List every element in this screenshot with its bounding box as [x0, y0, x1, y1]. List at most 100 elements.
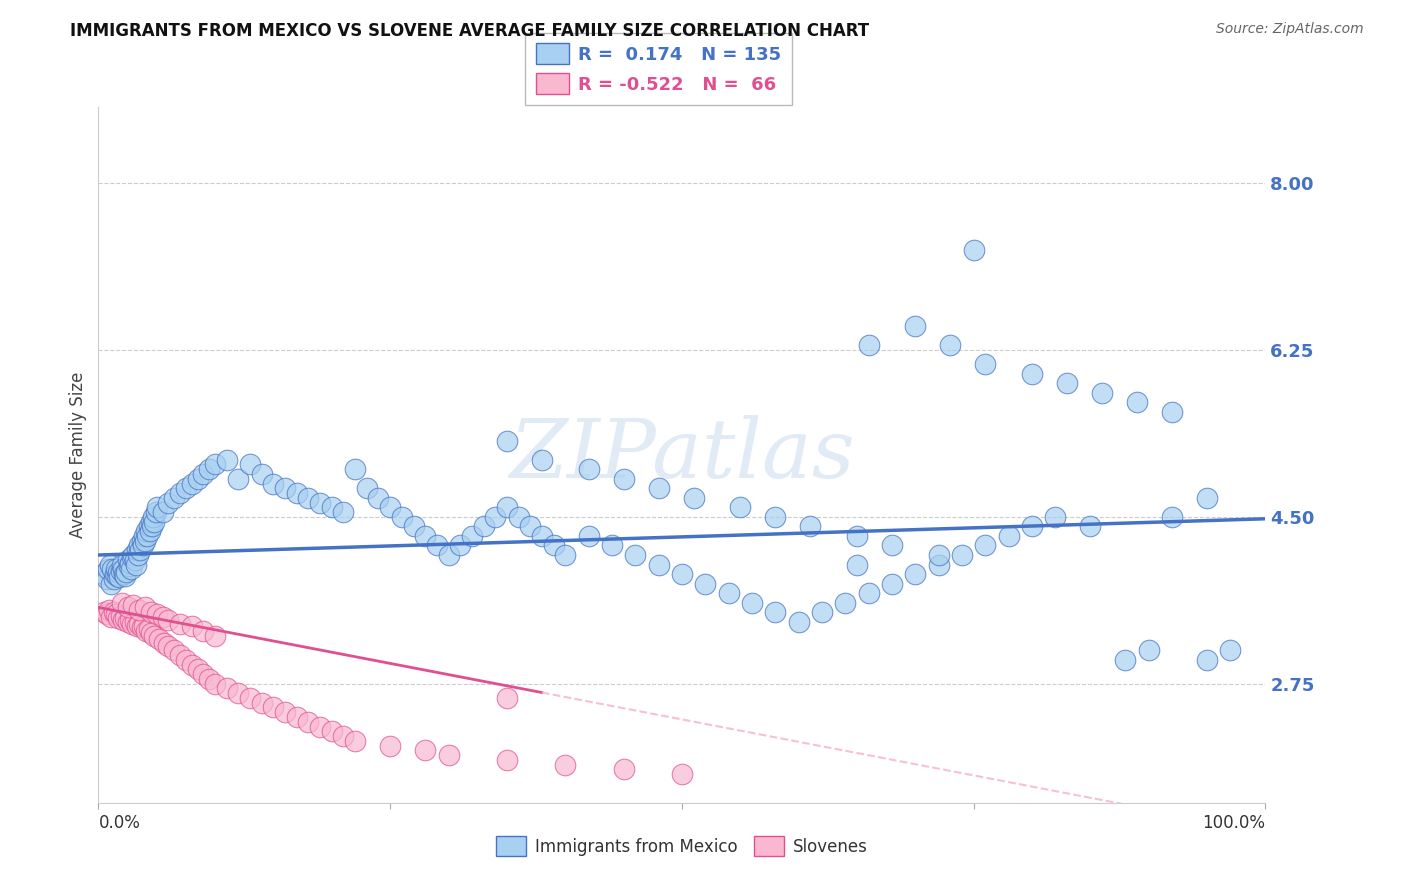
Point — [180, 476, 202, 491]
Point — [117, 615, 139, 629]
Point — [519, 519, 541, 533]
Point — [107, 565, 129, 579]
Point — [105, 569, 128, 583]
Point — [543, 539, 565, 553]
Point — [1080, 519, 1102, 533]
Point — [125, 558, 148, 572]
Point — [104, 562, 127, 576]
Point — [129, 543, 152, 558]
Point — [100, 576, 122, 591]
Point — [198, 462, 221, 476]
Point — [600, 539, 623, 553]
Point — [846, 558, 869, 572]
Point — [928, 548, 950, 562]
Point — [135, 624, 157, 639]
Point — [104, 567, 127, 582]
Point — [127, 548, 149, 562]
Point — [647, 558, 669, 572]
Point — [169, 486, 191, 500]
Point — [187, 472, 209, 486]
Point — [437, 748, 460, 763]
Point — [128, 539, 150, 553]
Point — [121, 616, 143, 631]
Point — [145, 505, 167, 519]
Point — [198, 672, 221, 686]
Point — [1137, 643, 1160, 657]
Point — [250, 696, 273, 710]
Point — [367, 491, 389, 505]
Point — [380, 739, 402, 753]
Point — [135, 524, 157, 538]
Point — [1091, 386, 1114, 401]
Point — [904, 567, 927, 582]
Point — [858, 338, 880, 352]
Point — [139, 524, 162, 538]
Point — [262, 476, 284, 491]
Point — [449, 539, 471, 553]
Point — [508, 509, 530, 524]
Point — [496, 753, 519, 767]
Point — [239, 458, 262, 472]
Point — [163, 643, 186, 657]
Point — [332, 729, 354, 743]
Text: Source: ZipAtlas.com: Source: ZipAtlas.com — [1216, 22, 1364, 37]
Point — [146, 500, 169, 515]
Point — [402, 519, 425, 533]
Point — [717, 586, 740, 600]
Point — [1045, 509, 1067, 524]
Point — [114, 569, 136, 583]
Point — [131, 533, 153, 548]
Point — [124, 553, 146, 567]
Point — [554, 548, 576, 562]
Point — [695, 576, 717, 591]
Point — [107, 611, 129, 625]
Point — [578, 529, 600, 543]
Point — [1161, 405, 1184, 419]
Point — [157, 639, 180, 653]
Point — [118, 556, 141, 570]
Point — [846, 529, 869, 543]
Text: 0.0%: 0.0% — [98, 814, 141, 832]
Point — [134, 533, 156, 548]
Point — [138, 623, 160, 637]
Point — [112, 567, 135, 582]
Point — [380, 500, 402, 515]
Point — [496, 500, 519, 515]
Point — [554, 757, 576, 772]
Point — [103, 572, 125, 586]
Point — [250, 467, 273, 481]
Point — [152, 635, 174, 649]
Point — [152, 505, 174, 519]
Point — [262, 700, 284, 714]
Point — [96, 572, 118, 586]
Point — [811, 605, 834, 619]
Point — [1161, 509, 1184, 524]
Point — [578, 462, 600, 476]
Point — [114, 611, 136, 625]
Point — [121, 549, 143, 564]
Point — [344, 734, 367, 748]
Point — [120, 562, 142, 576]
Point — [950, 548, 973, 562]
Point — [193, 467, 215, 481]
Point — [146, 607, 169, 621]
Point — [904, 319, 927, 334]
Point — [309, 720, 332, 734]
Point — [193, 667, 215, 681]
Point — [169, 616, 191, 631]
Point — [134, 600, 156, 615]
Point — [1195, 491, 1218, 505]
Point — [1219, 643, 1241, 657]
Point — [204, 458, 226, 472]
Point — [880, 539, 903, 553]
Point — [624, 548, 647, 562]
Point — [647, 481, 669, 495]
Point — [496, 690, 519, 705]
Point — [613, 763, 636, 777]
Point — [93, 605, 115, 619]
Point — [297, 714, 319, 729]
Point — [344, 462, 367, 476]
Point — [1056, 376, 1078, 391]
Point — [118, 613, 141, 627]
Point — [799, 519, 821, 533]
